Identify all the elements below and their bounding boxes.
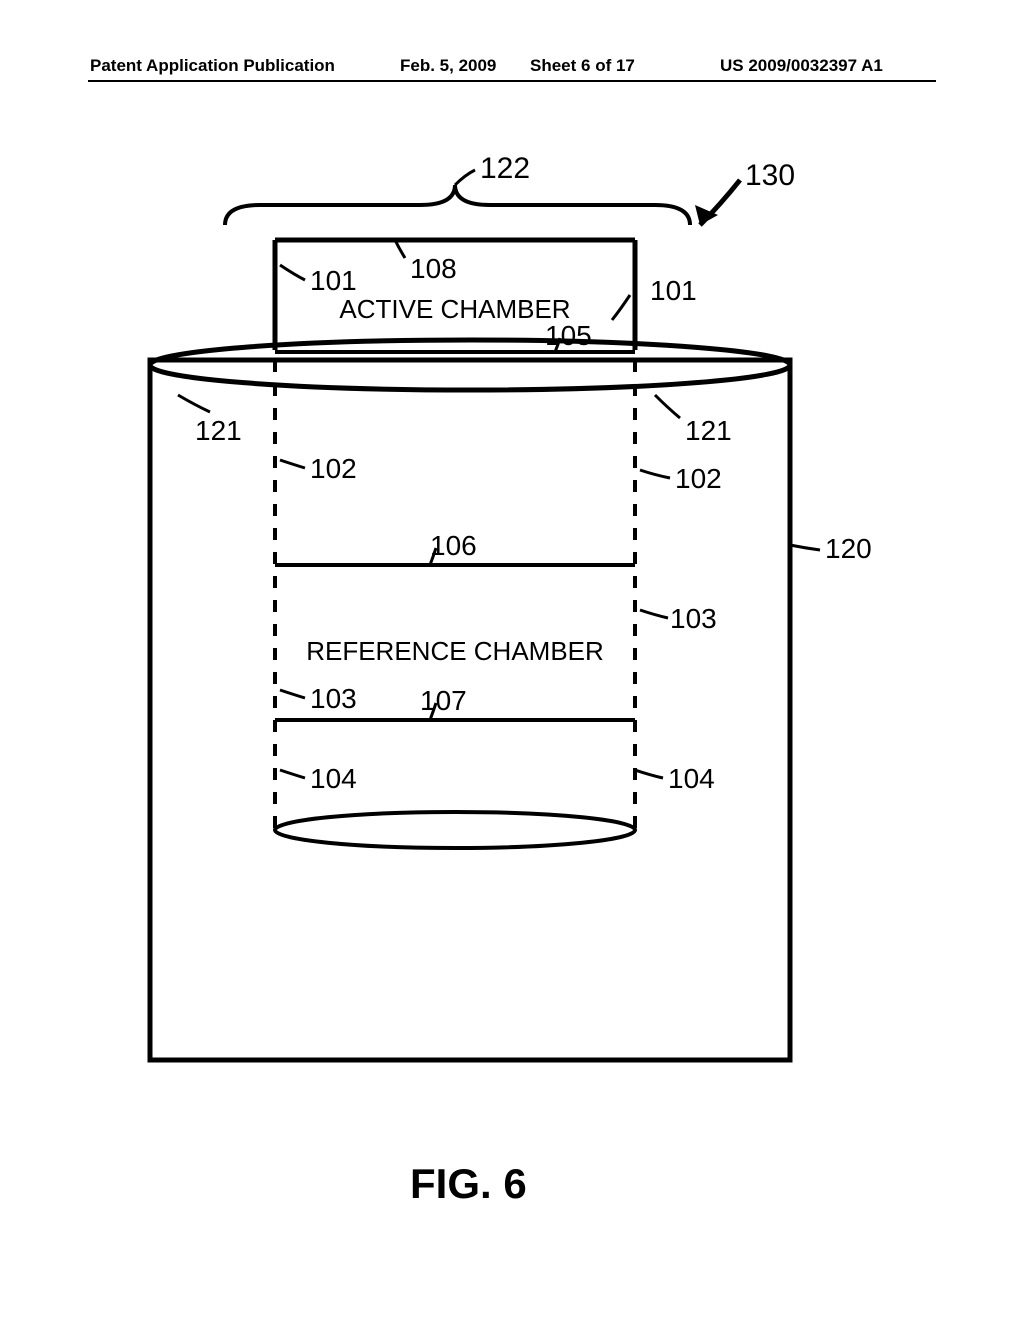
ref-102b: 102 xyxy=(675,463,722,494)
leader-101a xyxy=(280,265,305,280)
ref-107: 107 xyxy=(420,685,467,716)
leader-122 xyxy=(455,170,475,185)
leader-102a xyxy=(280,460,305,468)
reference-chamber-label: REFERENCE CHAMBER xyxy=(306,636,604,666)
figure-6: 122 130 108 101 101 ACTIVE CHAMBER 105 1… xyxy=(0,0,1024,1325)
leader-121b xyxy=(655,395,680,418)
ref-104b: 104 xyxy=(668,763,715,794)
leader-103b xyxy=(640,610,668,618)
leader-101b xyxy=(612,295,630,320)
ref-103a: 103 xyxy=(310,683,357,714)
leader-104a xyxy=(280,770,305,778)
ref-101b: 101 xyxy=(650,275,697,306)
outer-rim-ellipse xyxy=(150,340,790,390)
ref-122: 122 xyxy=(480,152,530,185)
leader-102b xyxy=(640,470,670,478)
ref-101a: 101 xyxy=(310,265,357,296)
leader-121a xyxy=(178,395,210,412)
ref-121a: 121 xyxy=(195,415,242,446)
active-chamber-label: ACTIVE CHAMBER xyxy=(339,294,570,324)
brace-122 xyxy=(225,185,690,225)
ref-108: 108 xyxy=(410,253,457,284)
ref-130: 130 xyxy=(745,159,795,192)
leader-108 xyxy=(395,240,405,258)
figure-label: FIG. 6 xyxy=(410,1160,527,1208)
ref-105: 105 xyxy=(545,320,592,351)
ref-121b: 121 xyxy=(685,415,732,446)
ref-104a: 104 xyxy=(310,763,357,794)
leader-120 xyxy=(790,545,820,550)
ref-106: 106 xyxy=(430,530,477,561)
page: Patent Application Publication Feb. 5, 2… xyxy=(0,0,1024,1320)
ref-120: 120 xyxy=(825,533,872,564)
leader-104b xyxy=(635,770,663,778)
ref-102a: 102 xyxy=(310,453,357,484)
inner-cyl-bottom-ellipse xyxy=(275,812,635,848)
ref-103b: 103 xyxy=(670,603,717,634)
leader-103a xyxy=(280,690,305,698)
